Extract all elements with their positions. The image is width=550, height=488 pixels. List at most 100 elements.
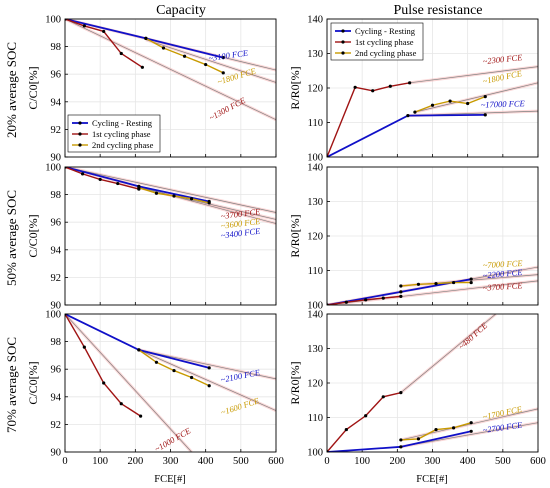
legend-marker xyxy=(78,132,82,136)
data-point xyxy=(353,85,357,89)
data-point xyxy=(139,414,143,418)
data-point xyxy=(399,391,403,395)
series-line-cycling_resting xyxy=(65,19,224,59)
data-point xyxy=(364,298,368,302)
y-axis-label: R/R0[%] xyxy=(288,361,302,404)
annotation-label: ~2200 FCE xyxy=(482,267,523,280)
y-tick-label: 130 xyxy=(307,197,323,208)
x-tick-label: 500 xyxy=(233,456,249,467)
row-label-70: 70% average SOC xyxy=(4,337,19,433)
y-tick-label: 100 xyxy=(307,153,323,164)
data-point xyxy=(207,201,211,205)
extrapolation-line xyxy=(145,39,276,83)
row-label-20: 20% average SOC xyxy=(4,42,19,138)
x-axis-label-right: FCE[#] xyxy=(416,474,448,485)
data-point xyxy=(434,282,438,286)
axes-frame xyxy=(326,166,539,306)
data-point xyxy=(137,348,141,352)
x-tick-label: 0 xyxy=(324,456,329,467)
series-line-cycling_resting xyxy=(327,430,472,452)
x-tick-label: 400 xyxy=(198,456,214,467)
plot-area xyxy=(327,314,538,452)
legend-marker xyxy=(341,40,345,44)
y-axis-label: R/R0[%] xyxy=(288,214,302,257)
y-tick-label: 90 xyxy=(51,301,62,312)
y-tick-label: 140 xyxy=(307,15,323,26)
panel-resistance-50: 100 110 120 130 140 R/R0[%] ~7000 FCE~2200 FCE… xyxy=(288,163,539,312)
extrapolation-line xyxy=(400,422,538,448)
annotation-label: ~3700 FCE xyxy=(482,280,523,293)
y-tick-label: 96 xyxy=(51,218,62,229)
y-tick-label: 96 xyxy=(51,365,62,376)
x-tick-label: 100 xyxy=(92,456,108,467)
data-point xyxy=(434,427,438,432)
annotation-label: ~17000 FCE xyxy=(481,98,526,110)
data-point xyxy=(221,71,225,75)
annotation-label: ~3600 FCE xyxy=(220,216,262,231)
data-point xyxy=(469,421,473,425)
annotation-label: ~3700 FCE xyxy=(220,206,262,221)
data-point xyxy=(399,290,403,294)
data-point xyxy=(416,282,421,286)
y-tick-label: 120 xyxy=(307,379,323,390)
y-axis-label: C/C0[%] xyxy=(26,361,40,404)
data-point xyxy=(483,113,487,117)
y-tick-label: 92 xyxy=(51,125,62,136)
x-axis-label-left: FCE[#] xyxy=(154,474,186,485)
y-tick-label: 96 xyxy=(51,70,62,81)
capacity-title: Capacity xyxy=(156,3,206,18)
legend-marker xyxy=(341,51,345,55)
annotation-label: ~2300 FCE xyxy=(482,52,523,66)
data-point xyxy=(406,114,410,118)
series-line-first_phase xyxy=(327,391,402,452)
data-point xyxy=(207,384,211,388)
y-tick-label: 94 xyxy=(51,245,62,256)
data-point xyxy=(344,300,348,304)
y-tick-label: 98 xyxy=(51,42,62,53)
y-tick-label: 90 xyxy=(51,153,62,164)
x-tick-label: 400 xyxy=(460,456,476,467)
data-point xyxy=(452,280,456,285)
axes-frame xyxy=(64,166,277,306)
data-point xyxy=(469,277,473,281)
axes-frame xyxy=(64,18,277,158)
data-point xyxy=(204,62,208,67)
annotation-label: ~7000 FCE xyxy=(483,258,524,270)
y-tick-label: 110 xyxy=(308,413,323,424)
x-tick-label: 300 xyxy=(163,456,179,467)
data-point xyxy=(154,360,159,364)
panel-capacity-70: 90 92 94 96 98 100 0 100 200 300 400 500 600 C/C0[%] ~… xyxy=(26,310,284,468)
y-tick-label: 100 xyxy=(307,301,323,312)
data-point xyxy=(102,29,106,34)
series-line-cycling_resting xyxy=(65,167,210,203)
data-point xyxy=(82,24,86,28)
legend-label-first_phase: 1st cycling phase xyxy=(92,129,151,139)
extrapolation-line xyxy=(65,167,276,213)
series-line-first_phase xyxy=(65,19,143,68)
data-point xyxy=(172,368,176,373)
plot-area xyxy=(327,65,538,157)
y-tick-label: 98 xyxy=(51,337,62,348)
data-point xyxy=(399,294,403,298)
annotation-label: ~1600 FCE xyxy=(219,395,261,417)
x-tick-label: 500 xyxy=(495,456,511,467)
y-tick-label: 110 xyxy=(308,118,323,129)
extrapolation-line xyxy=(65,19,276,121)
data-point xyxy=(413,110,417,114)
y-tick-label: 90 xyxy=(51,448,62,459)
data-point xyxy=(399,438,403,442)
y-tick-label: 120 xyxy=(307,84,323,95)
data-point xyxy=(190,197,194,201)
data-point xyxy=(469,429,473,433)
x-tick-label: 200 xyxy=(127,456,143,467)
data-point xyxy=(483,95,487,99)
x-tick-label: 0 xyxy=(62,456,67,467)
axes-frame xyxy=(326,313,539,453)
y-tick-label: 130 xyxy=(307,344,323,355)
x-tick-label: 600 xyxy=(530,456,546,467)
extrapolation-line xyxy=(138,349,276,411)
data-point xyxy=(82,345,86,349)
data-point xyxy=(364,414,368,418)
